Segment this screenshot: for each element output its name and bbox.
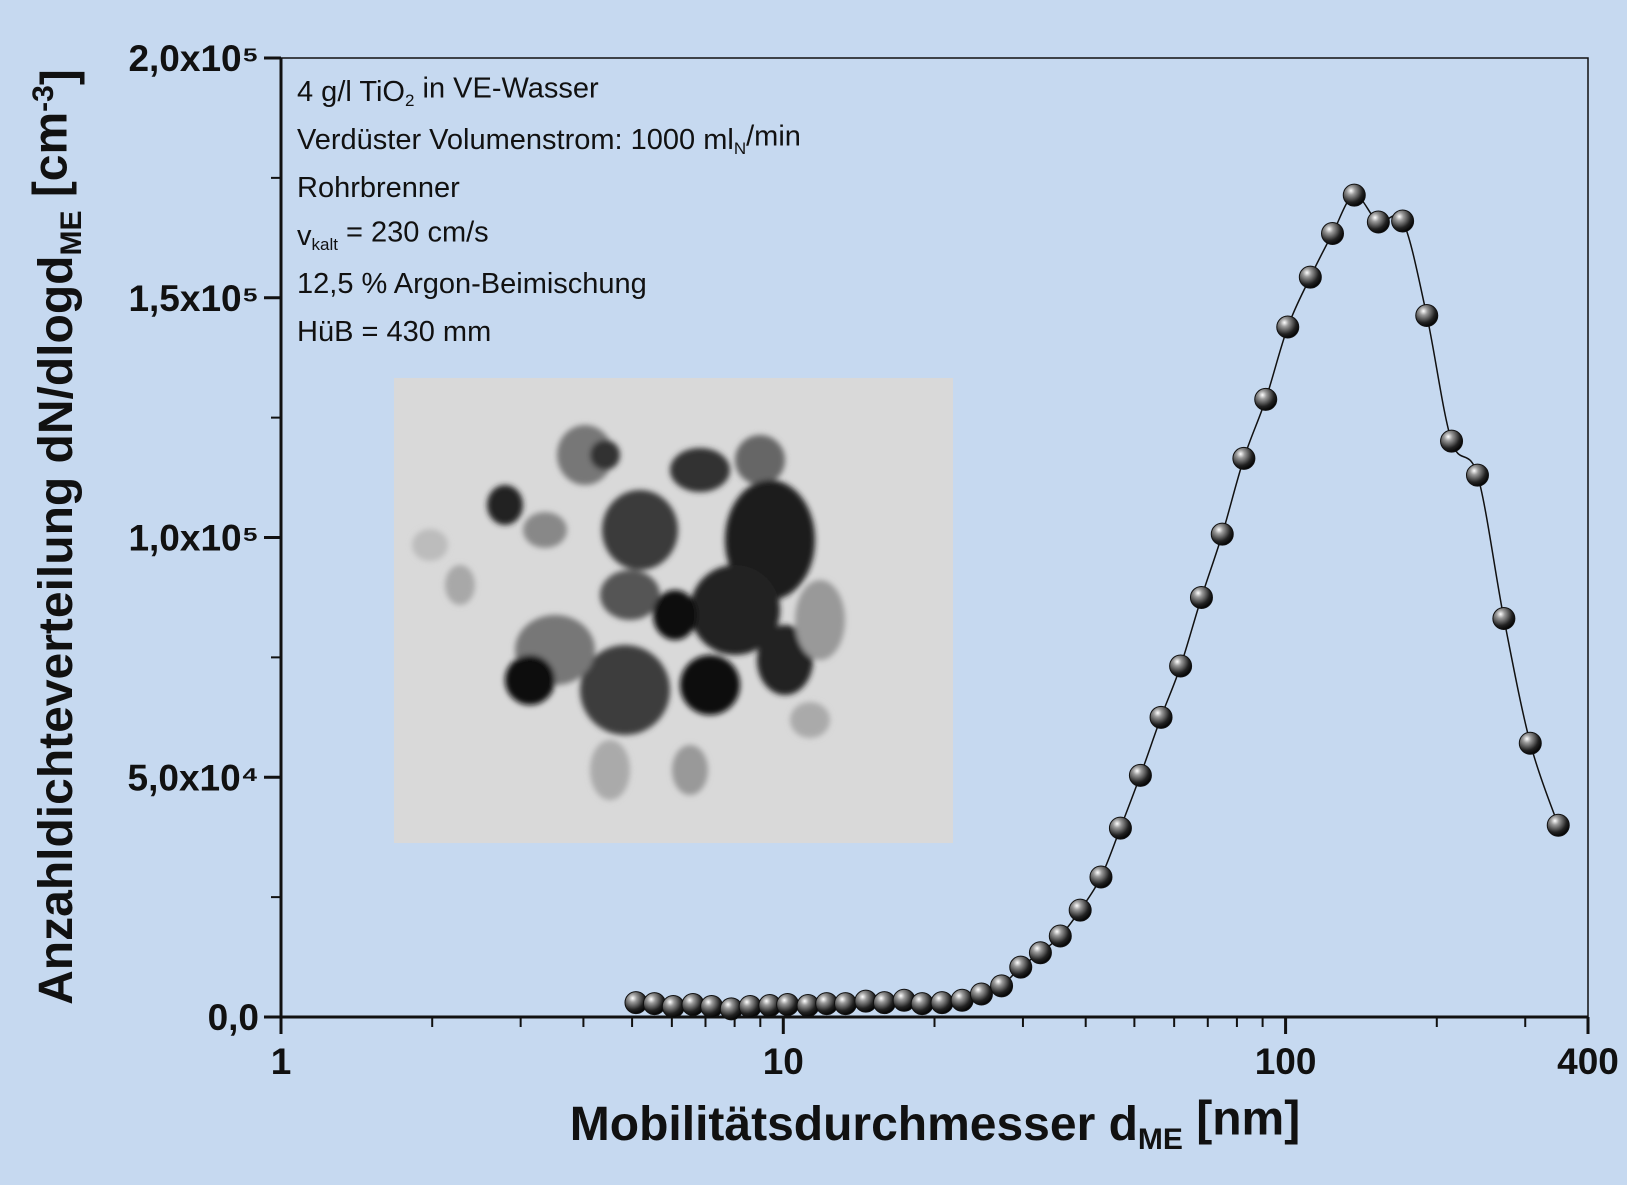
data-point	[970, 983, 992, 1005]
tem-image	[394, 378, 953, 843]
data-point	[1255, 388, 1277, 410]
label-text: in VE-Wasser	[414, 72, 599, 104]
y-tick-label: 5,0x10⁴	[128, 757, 259, 798]
data-point	[1343, 184, 1365, 206]
data-point	[1493, 608, 1515, 630]
label-sub: 2	[405, 91, 414, 110]
chart: Mobilitätsdurchmesser dME [nm] Anzahldic…	[0, 0, 1627, 1185]
data-point	[931, 992, 953, 1014]
label-sub: ME	[55, 211, 88, 256]
label-text: 4 g/l TiO	[297, 76, 405, 108]
data-point	[1277, 316, 1299, 338]
label-text: v	[297, 220, 312, 252]
label-text: [nm]	[1183, 1093, 1300, 1146]
data-point	[1367, 211, 1389, 233]
data-point	[1150, 706, 1172, 728]
y-tick-label: 2,0x10⁵	[128, 38, 259, 79]
label-sub: ME	[1138, 1123, 1183, 1156]
data-point	[1129, 764, 1151, 786]
annotation: Rohrbrenner	[297, 172, 460, 204]
data-point	[991, 975, 1013, 997]
data-point	[1299, 266, 1321, 288]
data-point	[1322, 222, 1344, 244]
data-point	[1519, 732, 1541, 754]
data-point	[1466, 464, 1488, 486]
data-point	[835, 993, 857, 1015]
data-point	[1029, 942, 1051, 964]
data-point	[1211, 523, 1233, 545]
label-sup: -3	[27, 85, 60, 112]
label-sub: kalt	[312, 235, 339, 254]
data-point	[1233, 447, 1255, 469]
data-point	[1049, 925, 1071, 947]
data-point	[701, 995, 723, 1017]
data-point	[739, 995, 761, 1017]
data-point	[1547, 814, 1569, 836]
data-point	[1392, 210, 1414, 232]
y-tick-label: 0,0	[208, 997, 259, 1038]
data-point	[1010, 956, 1032, 978]
label-sub: N	[734, 139, 746, 158]
data-point	[1109, 817, 1131, 839]
label-text: Rohrbrenner	[297, 172, 460, 204]
x-tick-label: 10	[763, 1041, 804, 1082]
x-tick-label: 400	[1557, 1041, 1619, 1082]
data-point	[662, 995, 684, 1017]
label-text: HüB = 430 mm	[297, 316, 491, 348]
data-point	[951, 989, 973, 1011]
data-point	[1190, 586, 1212, 608]
data-point	[1069, 899, 1091, 921]
data-point	[1441, 430, 1463, 452]
x-tick-label: 1	[271, 1041, 292, 1082]
label-text: Mobilitätsdurchmesser d	[570, 1098, 1138, 1151]
label-text: [cm	[25, 112, 78, 211]
data-point	[1170, 655, 1192, 677]
label-text: 12,5 % Argon-Beimischung	[297, 268, 647, 300]
x-tick-label: 100	[1255, 1041, 1317, 1082]
label-text: = 230 cm/s	[338, 216, 489, 248]
label-text: Anzahldichteverteilung dN/dlogd	[30, 256, 83, 1005]
data-point	[777, 994, 799, 1016]
data-point	[643, 993, 665, 1015]
y-tick-label: 1,5x10⁵	[128, 278, 259, 319]
label-text: ]	[33, 69, 86, 85]
label-text: Verdüster Volumenstrom: 1000 ml	[297, 124, 734, 156]
annotation: Verdüster Volumenstrom: 1000 mlN/min	[297, 120, 801, 158]
annotation: 12,5 % Argon-Beimischung	[297, 268, 647, 300]
annotation: HüB = 430 mm	[297, 316, 491, 348]
data-point	[1090, 866, 1112, 888]
label-text: /min	[746, 120, 801, 152]
data-point	[1416, 304, 1438, 326]
data-point	[873, 992, 895, 1014]
data-point	[911, 993, 933, 1015]
y-tick-label: 1,0x10⁵	[128, 518, 259, 559]
